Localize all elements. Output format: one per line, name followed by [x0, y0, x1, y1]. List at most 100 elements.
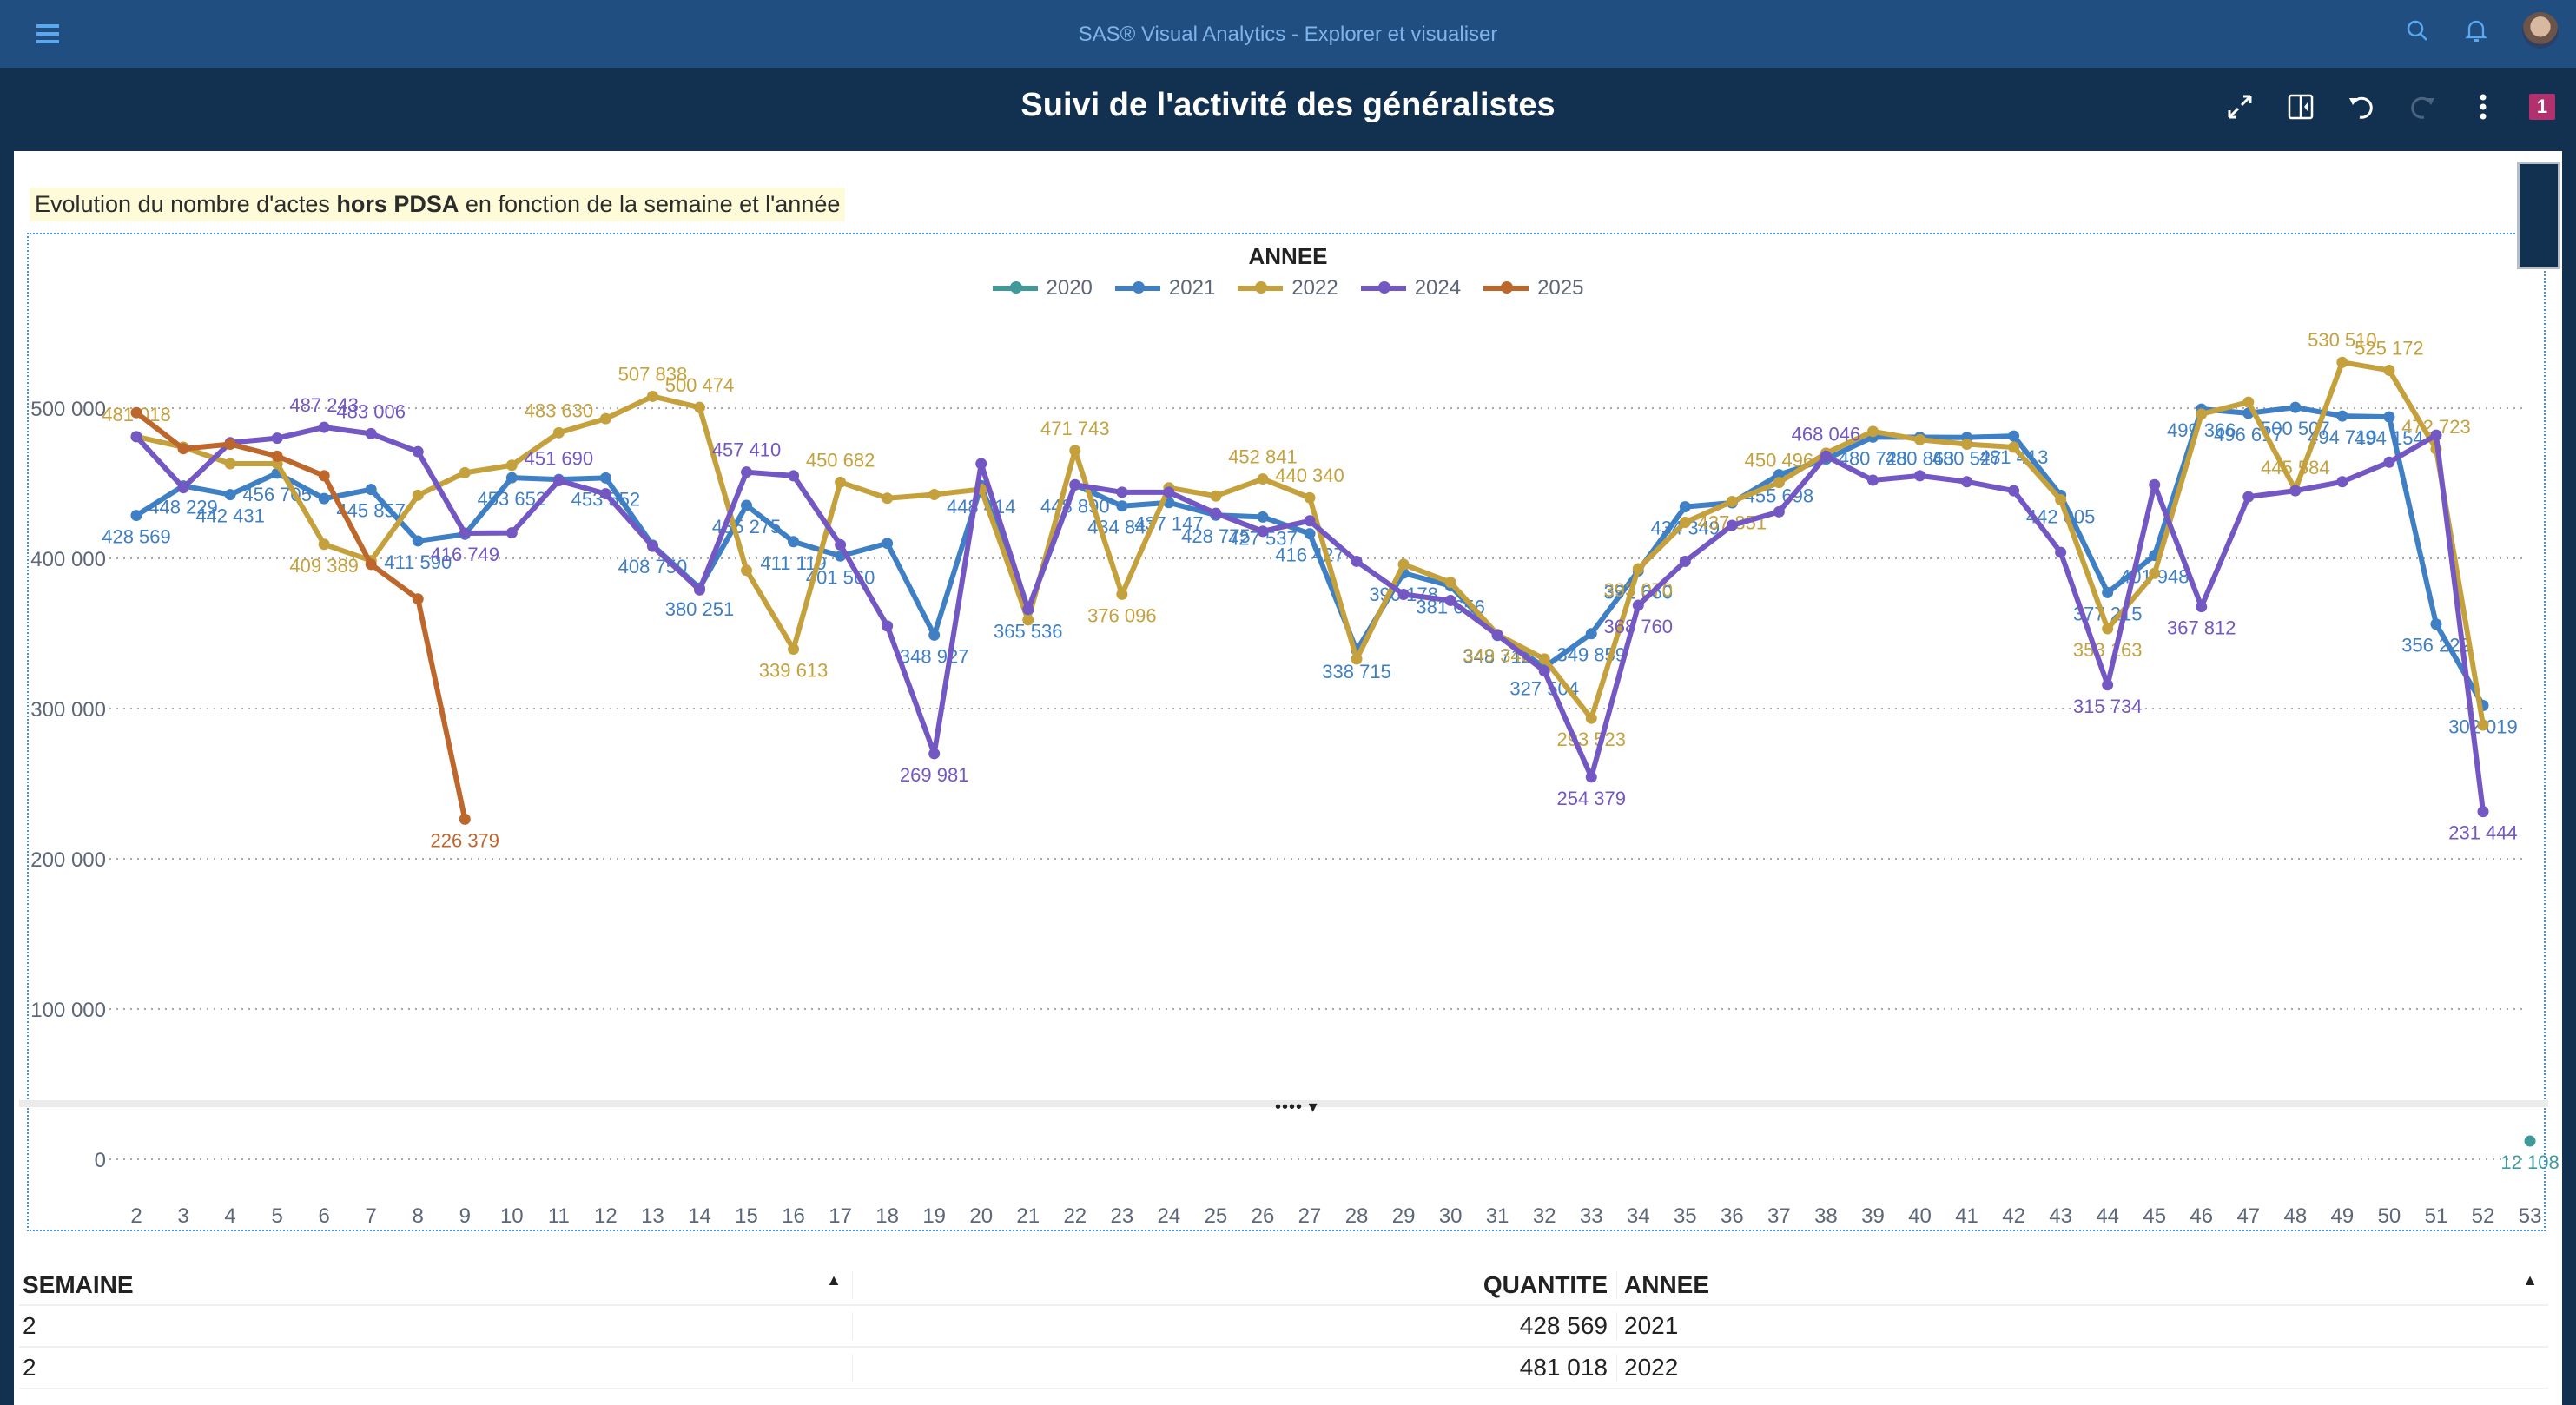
- report-toolbar: Suivi de l'activité des généralistes 1: [0, 68, 2576, 151]
- data-point-2022: [1304, 491, 1316, 504]
- data-label-2024: 483 006: [336, 400, 406, 422]
- splitter-bar[interactable]: [19, 1100, 2548, 1107]
- table-row[interactable]: 2 481 018 2022: [19, 1348, 2548, 1389]
- chart-caption: Evolution du nombre d'actes hors PDSA en…: [30, 188, 846, 221]
- data-point-2021: [1116, 500, 1128, 512]
- x-tick-label: 32: [1533, 1204, 1556, 1228]
- data-point-2021: [788, 536, 800, 548]
- data-point-2024: [1538, 665, 1550, 677]
- x-tick-label: 5: [271, 1204, 282, 1228]
- more-vertical-icon[interactable]: [2468, 92, 2498, 122]
- data-label-2021: 448 229: [149, 497, 218, 518]
- legend-item-2021[interactable]: 2021: [1114, 276, 1216, 300]
- x-tick-label: 37: [1767, 1204, 1791, 1228]
- legend-item-2025[interactable]: 2025: [1483, 276, 1583, 300]
- x-tick-label: 45: [2143, 1204, 2166, 1228]
- legend-item-2024[interactable]: 2024: [1360, 276, 1461, 300]
- hamburger-icon[interactable]: [36, 24, 59, 43]
- data-point-2022: [1257, 473, 1269, 485]
- data-label-2022: 471 743: [1040, 418, 1110, 439]
- data-point-2024: [1069, 478, 1081, 491]
- data-point-2022: [505, 459, 518, 472]
- x-tick-label: 43: [2049, 1204, 2072, 1228]
- data-point-2024: [693, 584, 705, 596]
- data-point-2024: [1961, 476, 1973, 488]
- page-badge[interactable]: 1: [2529, 94, 2555, 120]
- data-point-2022: [1444, 577, 1456, 589]
- data-point-2022: [2477, 719, 2489, 731]
- data-label-2021: 348 927: [900, 645, 969, 667]
- data-point-2022: [1538, 653, 1550, 665]
- undo-icon[interactable]: [2347, 92, 2376, 122]
- column-header-quantite[interactable]: QUANTITE: [853, 1271, 1617, 1299]
- data-point-2022: [599, 412, 611, 425]
- legend-label: 2021: [1168, 276, 1216, 300]
- data-point-2022: [2102, 623, 2114, 635]
- data-point-2024: [2008, 485, 2020, 497]
- x-tick-label: 47: [2236, 1204, 2260, 1228]
- user-avatar[interactable]: [2522, 12, 2559, 49]
- data-point-2022: [2383, 364, 2395, 376]
- y-tick-label: 400 000: [30, 548, 106, 571]
- data-point-2022: [2242, 396, 2255, 408]
- data-point-2022: [412, 489, 424, 501]
- data-point-2022: [224, 458, 236, 470]
- data-point-2024: [1726, 519, 1738, 531]
- data-point-2021: [365, 484, 377, 496]
- x-tick-label: 30: [1439, 1204, 1463, 1228]
- data-label-2022: 450 682: [806, 449, 875, 471]
- x-tick-label: 50: [2378, 1204, 2401, 1228]
- data-point-2024: [177, 482, 189, 494]
- chart-frame[interactable]: [27, 233, 2546, 1231]
- data-point-2025: [459, 813, 471, 825]
- data-label-2024: 416 749: [431, 544, 500, 565]
- data-point-2022: [1116, 588, 1128, 600]
- search-icon[interactable]: [2404, 17, 2430, 43]
- caption-bold: hors PDSA: [336, 191, 459, 217]
- column-label: SEMAINE: [23, 1271, 134, 1298]
- column-header-annee[interactable]: ANNEE ▲: [1617, 1271, 2548, 1299]
- data-point-2021: [1679, 501, 1691, 513]
- x-tick-label: 46: [2190, 1204, 2213, 1228]
- sort-ascending-icon[interactable]: ▲: [826, 1271, 842, 1289]
- data-point-2024: [2242, 491, 2255, 503]
- data-point-2025: [177, 443, 189, 455]
- column-header-semaine[interactable]: SEMAINE ▲: [19, 1271, 853, 1299]
- data-label-2024: 468 046: [1792, 423, 1861, 445]
- data-point-2024: [1914, 470, 1926, 482]
- legend-item-2022[interactable]: 2022: [1238, 276, 1338, 300]
- data-label-2024: 254 379: [1556, 788, 1626, 809]
- x-tick-label: 29: [1392, 1204, 1416, 1228]
- toggle-pane-icon[interactable]: [2286, 92, 2315, 122]
- object-toolbar-tab[interactable]: [2517, 162, 2560, 269]
- data-point-2021: [318, 492, 330, 505]
- bell-icon[interactable]: [2463, 17, 2489, 43]
- data-label-2024: 487 243: [289, 394, 359, 416]
- expand-icon[interactable]: [2225, 92, 2255, 122]
- column-label: QUANTITE: [1483, 1271, 1608, 1298]
- sort-ascending-icon[interactable]: ▲: [2522, 1271, 2538, 1289]
- data-point-2021: [2008, 430, 2020, 442]
- data-point-2024: [2477, 806, 2489, 818]
- x-tick-label: 24: [1158, 1204, 1181, 1228]
- x-tick-label: 41: [1955, 1204, 1978, 1228]
- data-point-2022: [1069, 445, 1081, 457]
- x-tick-label: 31: [1486, 1204, 1509, 1228]
- x-tick-label: 18: [875, 1204, 899, 1228]
- data-point-2022: [788, 643, 800, 655]
- y-tick-label: 300 000: [30, 698, 106, 722]
- data-point-2024: [2102, 679, 2114, 691]
- x-tick-label: 53: [2519, 1204, 2542, 1228]
- data-point-2022: [1585, 712, 1597, 724]
- x-tick-label: 22: [1063, 1204, 1087, 1228]
- data-point-2021: [412, 535, 424, 547]
- data-point-2022: [2055, 494, 2067, 506]
- splitter-handle[interactable]: •••• ▾: [1275, 1098, 1318, 1117]
- data-label-2022: 376 096: [1087, 604, 1157, 626]
- data-point-2024: [1820, 450, 1832, 462]
- y-tick-label: 200 000: [30, 848, 106, 872]
- table-row[interactable]: 2 428 569 2021: [19, 1306, 2548, 1348]
- legend-item-2020[interactable]: 2020: [992, 276, 1093, 300]
- data-label-2024: 269 981: [900, 764, 969, 786]
